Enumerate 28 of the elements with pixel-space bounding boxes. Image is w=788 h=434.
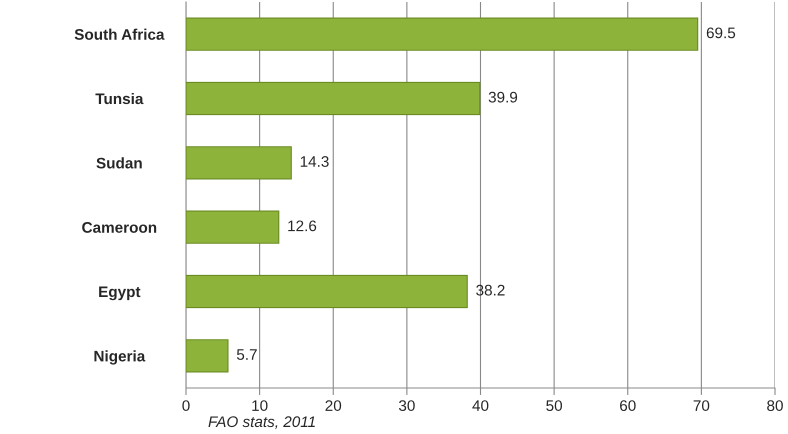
- y-tick-label: Nigeria: [94, 350, 146, 365]
- data-label: 14.3: [300, 156, 329, 167]
- y-tick-label: Tunsia: [95, 92, 144, 104]
- data-label: 39.9: [488, 92, 518, 103]
- data-label: 69.5: [706, 27, 736, 38]
- bar: [186, 18, 698, 51]
- bar: [186, 274, 468, 308]
- data-label: 5.7: [236, 349, 257, 360]
- x-tick-label: 20: [326, 400, 342, 412]
- x-tick-label: 60: [620, 400, 636, 412]
- bar: [186, 82, 480, 116]
- y-tick-label: South Africa: [74, 28, 165, 40]
- text: FAO stats, 2011: [208, 416, 315, 429]
- y-tick-label: Sudan: [96, 157, 142, 169]
- x-tick-label: 80: [767, 400, 783, 412]
- x-tick-label: 10: [252, 400, 268, 412]
- x-tick-label: 70: [694, 400, 710, 412]
- x-tick-label: 0: [182, 400, 190, 412]
- x-tick-label: 40: [472, 400, 488, 412]
- x-tick-label: 50: [546, 400, 562, 412]
- y-tick-label: Egypt: [99, 286, 140, 300]
- data-label: 38.2: [476, 284, 505, 296]
- y-tick-label: Cameroon: [82, 222, 156, 233]
- bar: [186, 339, 229, 372]
- bar: [186, 210, 280, 244]
- bar: [186, 146, 292, 180]
- x-tick-label: 30: [398, 400, 415, 412]
- data-label: 12.6: [288, 220, 316, 232]
